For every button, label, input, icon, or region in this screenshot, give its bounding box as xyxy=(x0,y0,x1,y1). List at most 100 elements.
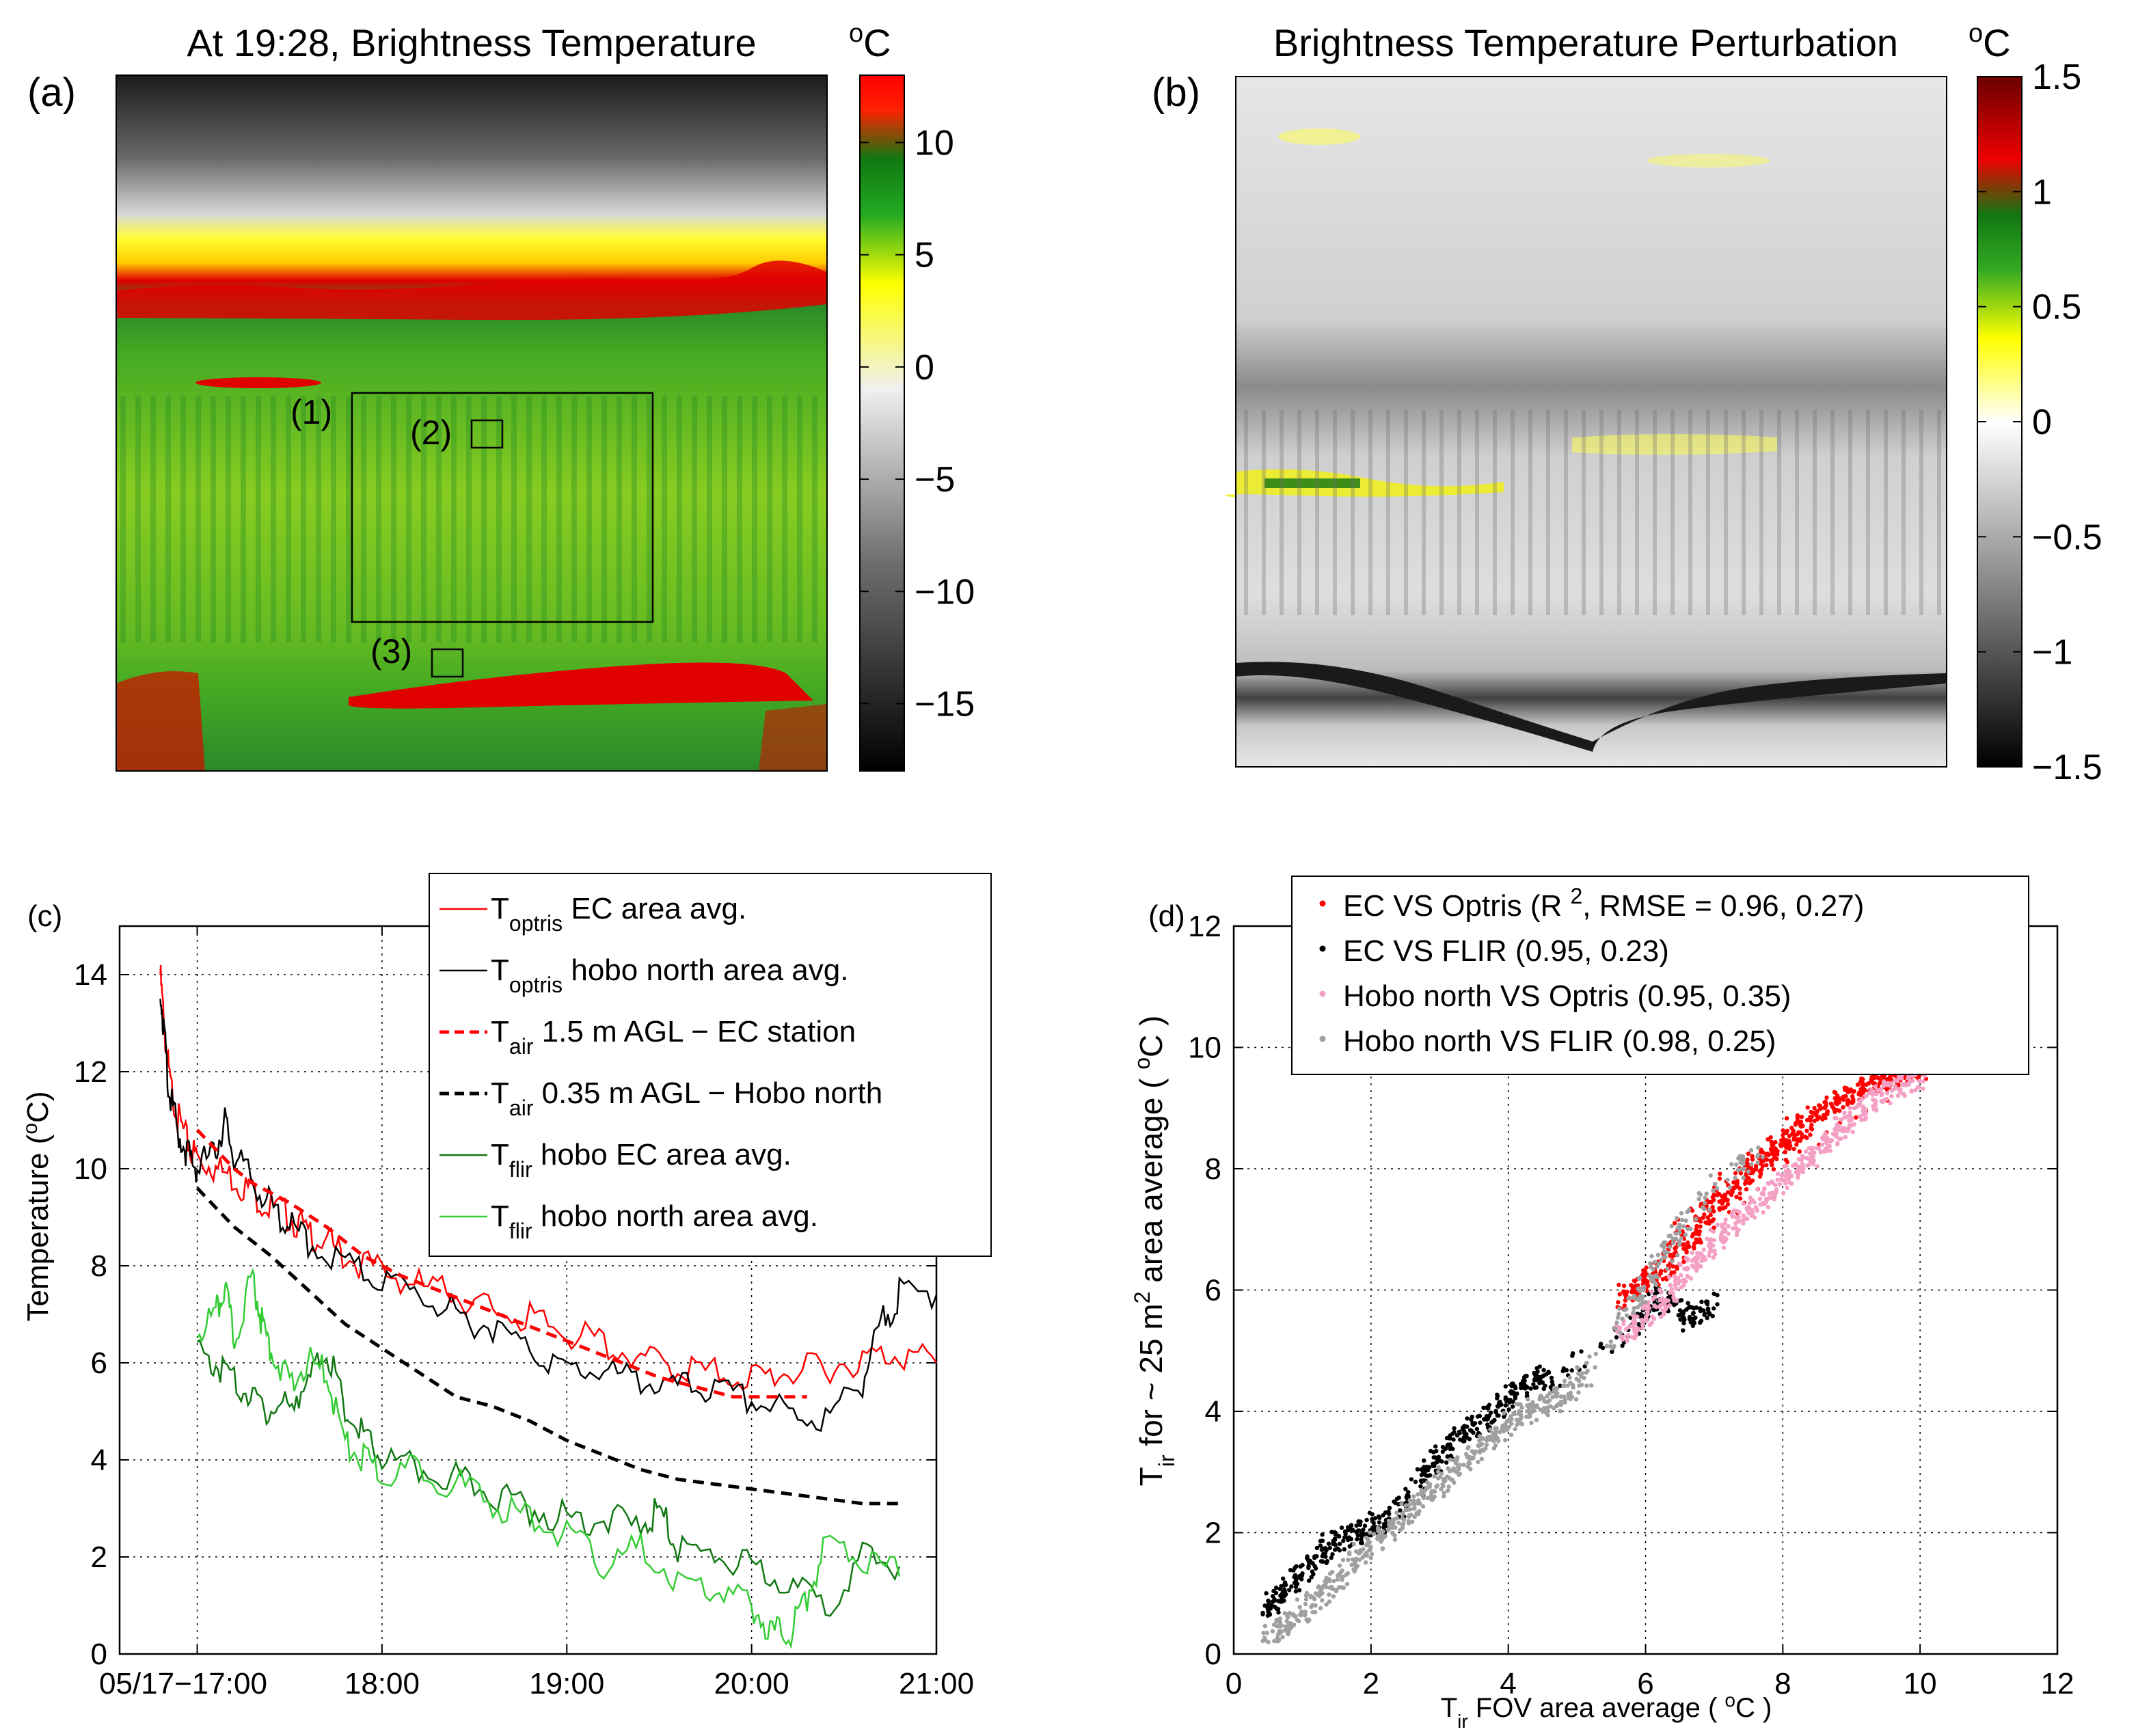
scatter-point xyxy=(1670,1240,1675,1245)
scatter-point xyxy=(1330,1569,1335,1575)
scatter-point xyxy=(1632,1293,1637,1299)
series-line xyxy=(159,964,938,1391)
scatter-point xyxy=(1527,1414,1532,1419)
scatter-point xyxy=(1545,1394,1550,1399)
panel-b-title: Brightness Temperature Perturbation xyxy=(1273,21,1898,64)
scatter-point xyxy=(1649,1265,1653,1270)
scatter-point xyxy=(1702,1311,1707,1316)
scatter-point xyxy=(1783,1181,1788,1186)
scatter-point xyxy=(1850,1123,1854,1128)
scatter-point xyxy=(1479,1456,1485,1461)
series-line xyxy=(196,1338,901,1617)
scatter-point xyxy=(1509,1421,1514,1426)
scatter-point xyxy=(1871,1091,1876,1096)
scatter-point xyxy=(1702,1206,1707,1212)
scatter-point xyxy=(1683,1232,1688,1237)
scatter-point xyxy=(1347,1550,1352,1555)
panel-b-letter: (b) xyxy=(1152,70,1200,115)
scatter-point xyxy=(1575,1365,1580,1370)
scatter-point xyxy=(1786,1177,1791,1182)
scatter-point xyxy=(1841,1094,1847,1099)
scatter-point xyxy=(1318,1605,1323,1611)
scatter-point xyxy=(1616,1312,1621,1316)
scatter-point xyxy=(1763,1152,1768,1156)
scatter-point xyxy=(1579,1349,1584,1354)
scatter-point xyxy=(1303,1613,1308,1618)
x-tick-label: 05/17−17:00 xyxy=(99,1667,267,1700)
scatter-point xyxy=(1710,1249,1715,1253)
scatter-point xyxy=(1795,1118,1800,1124)
scatter-point xyxy=(1712,1306,1716,1311)
y-tick-label: 10 xyxy=(74,1152,107,1186)
scatter-point xyxy=(1665,1266,1670,1271)
scatter-point xyxy=(1493,1409,1498,1413)
scatter-point xyxy=(1834,1116,1839,1121)
scatter-point xyxy=(1734,1195,1739,1199)
scatter-point xyxy=(1625,1333,1631,1338)
scatter-point xyxy=(1530,1409,1536,1414)
region-2-label: (2) xyxy=(410,413,452,452)
scatter-point xyxy=(1767,1191,1772,1196)
scatter-point xyxy=(1729,1162,1734,1167)
scatter-point xyxy=(1712,1225,1716,1230)
scatter-point xyxy=(1677,1222,1682,1228)
scatter-point xyxy=(1758,1202,1763,1207)
scatter-point xyxy=(1467,1461,1472,1466)
scatter-point xyxy=(1327,1545,1332,1550)
scatter-point xyxy=(1677,1243,1681,1247)
colorbar-a-unit: oC xyxy=(849,19,891,64)
scatter-point xyxy=(1685,1273,1690,1279)
scatter-point xyxy=(1465,1446,1470,1451)
scatter-point xyxy=(1281,1591,1286,1596)
scatter-point xyxy=(1708,1212,1713,1218)
scatter-point xyxy=(1888,1101,1893,1106)
scatter-point xyxy=(1446,1484,1451,1489)
scatter-point xyxy=(1443,1446,1448,1451)
scatter-point xyxy=(1705,1299,1710,1304)
scatter-point xyxy=(1487,1402,1492,1407)
scatter-point xyxy=(1748,1148,1754,1153)
scatter-point xyxy=(1442,1494,1446,1499)
scatter-point xyxy=(1707,1207,1712,1212)
scatter-point xyxy=(1569,1368,1574,1373)
scatter-point xyxy=(1880,1100,1885,1104)
x-tick-label: 12 xyxy=(2041,1667,2074,1700)
scatter-point xyxy=(1727,1185,1732,1190)
scatter-point xyxy=(1746,1210,1751,1216)
scatter-point xyxy=(1510,1404,1515,1409)
scatter-point xyxy=(1674,1286,1679,1292)
scatter-point xyxy=(1685,1209,1690,1215)
scatter-point xyxy=(1340,1575,1344,1579)
scatter-point xyxy=(1269,1603,1274,1608)
scatter-point xyxy=(1401,1521,1406,1526)
scatter-point xyxy=(1660,1277,1665,1281)
scatter-point xyxy=(1760,1150,1766,1155)
scatter-point xyxy=(1766,1180,1771,1186)
scatter-point xyxy=(1681,1328,1686,1333)
scatter-point xyxy=(1513,1385,1518,1391)
scatter-point xyxy=(1652,1260,1658,1264)
scatter-point xyxy=(1698,1320,1703,1325)
scatter-point xyxy=(1761,1210,1766,1215)
scatter-point xyxy=(1628,1296,1633,1301)
scatter-point xyxy=(1275,1639,1280,1644)
scatter-point xyxy=(1344,1582,1350,1586)
scatter-point xyxy=(1421,1478,1426,1483)
scatter-point xyxy=(1503,1403,1509,1408)
scatter-point xyxy=(1359,1541,1364,1545)
scatter-point xyxy=(1803,1149,1809,1154)
scatter-point xyxy=(1413,1502,1418,1506)
scatter-point xyxy=(1789,1181,1794,1186)
scatter-point xyxy=(1809,1148,1815,1153)
scatter-point xyxy=(1349,1562,1354,1567)
scatter-point xyxy=(1576,1390,1581,1395)
scatter-point xyxy=(1687,1314,1692,1320)
scatter-point xyxy=(1691,1245,1696,1249)
scatter-point xyxy=(1663,1299,1668,1305)
scatter-point xyxy=(1739,1157,1744,1162)
scatter-point xyxy=(1898,1087,1903,1092)
scatter-point xyxy=(1701,1254,1707,1260)
x-tick-label: 8 xyxy=(1774,1667,1791,1700)
scatter-point xyxy=(1503,1384,1508,1389)
scatter-point xyxy=(1825,1111,1830,1117)
